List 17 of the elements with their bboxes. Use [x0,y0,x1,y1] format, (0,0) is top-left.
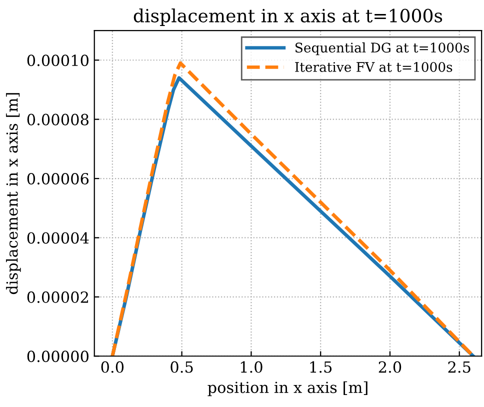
y-axis-title: displacement in x axis [m] [6,93,21,294]
y-tick-label: 0.00006 [27,172,89,185]
x-tick-label: 2.0 [378,361,402,373]
y-tick-label: 0.00008 [27,114,88,126]
chart-title: displacement in x axis at t=1000s [134,8,442,26]
y-tick-label: 0.00002 [27,291,88,303]
x-tick-label: 0.5 [170,361,193,373]
y-tick-label: 0.00010 [27,54,89,66]
y-tick-label: 0.00004 [27,232,89,244]
x-tick-label: 0.0 [101,361,124,373]
x-tick-label: 2.5 [448,361,470,373]
legend-label: Sequential DG at t=1000s [296,42,470,56]
legend-label: Iterative FV at t=1000s [295,62,452,72]
x-tick-label: 1.5 [310,361,332,373]
y-tick-label: 0.00000 [27,350,89,362]
x-axis-title: position in x axis [m] [208,381,368,396]
x-tick-label: 1.0 [240,361,262,373]
